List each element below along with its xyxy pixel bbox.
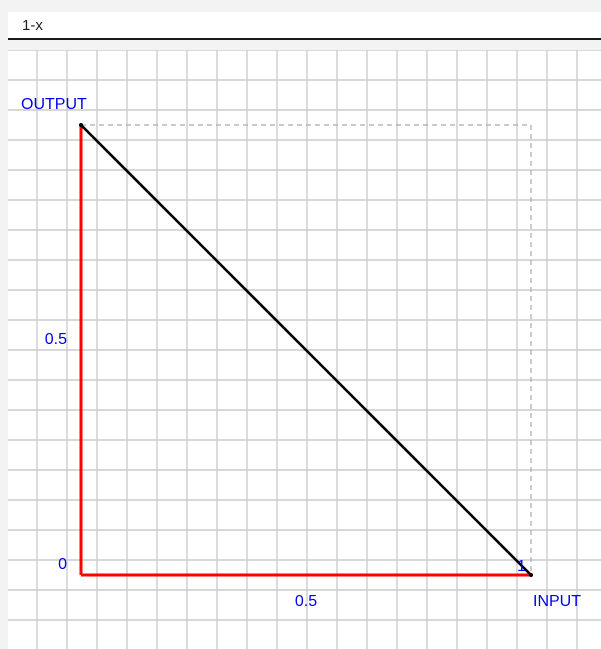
series-point-0 [79, 123, 83, 127]
tick-labels: 0.5 1 0 0.5 [45, 331, 526, 610]
function-chart: 0.5 1 0 0.5 INPUT OUTPUT [8, 50, 601, 649]
series-point-1 [529, 573, 533, 577]
x-tick-label: 1 [517, 558, 526, 575]
y-tick-label: 0 [58, 556, 67, 573]
y-tick-label: 0.5 [45, 331, 67, 348]
series-line-0 [80, 124, 532, 576]
series-group [79, 123, 533, 577]
formula-input[interactable] [8, 12, 601, 38]
formula-bar [8, 12, 601, 40]
x-tick-label: 0.5 [295, 593, 317, 610]
x-axis-label: INPUT [533, 593, 581, 610]
grid [8, 50, 601, 649]
plot-area[interactable]: 0.5 1 0 0.5 INPUT OUTPUT [8, 50, 601, 649]
y-axis-label: OUTPUT [21, 96, 87, 113]
